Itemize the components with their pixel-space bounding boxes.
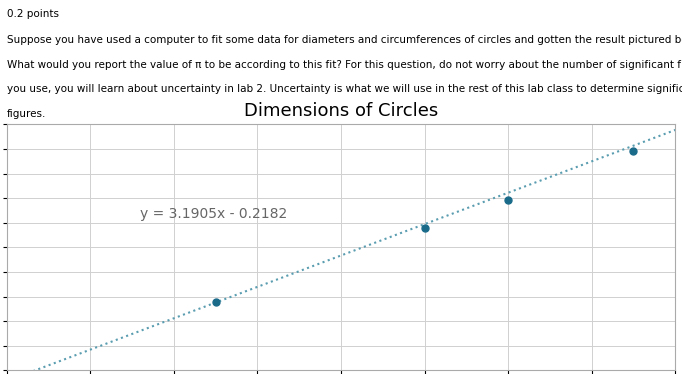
Text: What would you report the value of π to be according to this fit? For this quest: What would you report the value of π to …: [7, 59, 682, 70]
Text: Suppose you have used a computer to fit some data for diameters and circumferenc: Suppose you have used a computer to fit …: [7, 35, 682, 45]
Text: y = 3.1905x - 0.2182: y = 3.1905x - 0.2182: [140, 207, 288, 221]
Title: Dimensions of Circles: Dimensions of Circles: [244, 102, 438, 120]
Point: [503, 197, 514, 203]
Text: you use, you will learn about uncertainty in lab 2. Uncertainty is what we will : you use, you will learn about uncertaint…: [7, 84, 682, 94]
Point: [628, 148, 639, 154]
Text: 0.2 points: 0.2 points: [7, 9, 59, 19]
Text: figures.: figures.: [7, 109, 46, 119]
Point: [210, 300, 221, 306]
Point: [419, 225, 430, 231]
